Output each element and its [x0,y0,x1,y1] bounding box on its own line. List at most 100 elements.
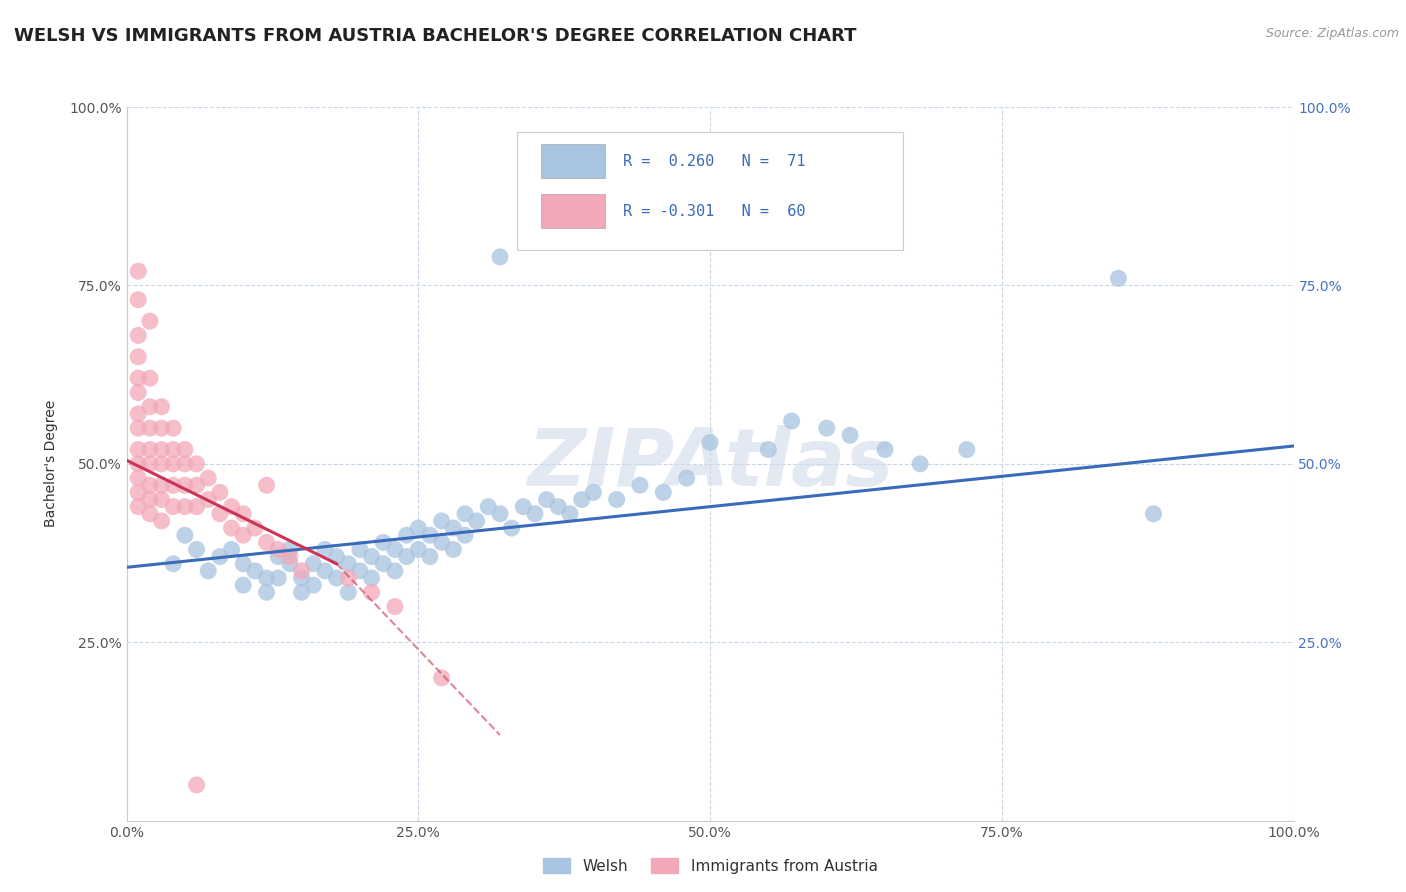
Text: R = -0.301   N =  60: R = -0.301 N = 60 [623,203,806,219]
Point [419,528,441,542]
Point [512,500,534,514]
Point [360,571,382,585]
Point [290,585,312,599]
Text: WELSH VS IMMIGRANTS FROM AUSTRIA BACHELOR'S DEGREE CORRELATION CHART: WELSH VS IMMIGRANTS FROM AUSTRIA BACHELO… [14,27,856,45]
Point [290,571,312,585]
Point [489,507,512,521]
Point [1142,507,1164,521]
Point [337,571,360,585]
Point [302,578,325,592]
Point [523,507,546,521]
Point [162,457,184,471]
Point [127,457,149,471]
Point [243,521,266,535]
Point [150,400,173,414]
FancyBboxPatch shape [541,194,605,228]
Point [267,549,290,564]
Point [150,457,173,471]
Point [547,500,569,514]
FancyBboxPatch shape [541,145,605,178]
Point [139,442,162,457]
Point [278,549,301,564]
Point [127,371,149,385]
Point [384,599,406,614]
Point [454,528,477,542]
Point [127,471,149,485]
Point [139,507,162,521]
Point [652,485,675,500]
Point [908,457,931,471]
Text: R =  0.260   N =  71: R = 0.260 N = 71 [623,153,806,169]
Point [197,492,219,507]
Point [675,471,697,485]
Point [325,549,347,564]
Point [558,507,581,521]
Point [384,542,406,557]
Point [174,500,197,514]
Point [430,671,453,685]
Point [221,542,243,557]
Point [150,514,173,528]
Point [186,478,208,492]
Text: ZIPAtlas: ZIPAtlas [527,425,893,503]
Point [278,557,301,571]
Point [501,521,523,535]
Point [208,485,231,500]
Point [278,542,301,557]
Point [419,549,441,564]
Point [373,535,395,549]
Point [756,442,779,457]
Point [956,442,979,457]
Point [197,564,219,578]
Point [221,500,243,514]
Point [162,500,184,514]
Point [290,564,312,578]
Point [162,557,184,571]
Point [150,442,173,457]
Point [127,328,149,343]
Point [430,535,453,549]
Point [150,492,173,507]
Text: Source: ZipAtlas.com: Source: ZipAtlas.com [1265,27,1399,40]
Point [232,507,254,521]
Point [232,557,254,571]
Point [267,542,290,557]
Point [875,442,897,457]
Point [186,500,208,514]
Point [489,250,512,264]
Point [628,478,651,492]
Point [127,293,149,307]
Point [536,492,558,507]
Point [780,414,803,428]
Point [139,478,162,492]
Point [256,571,278,585]
Point [325,571,347,585]
Legend: Welsh, Immigrants from Austria: Welsh, Immigrants from Austria [543,858,877,873]
Point [349,542,371,557]
Point [395,528,418,542]
Point [127,442,149,457]
Point [174,457,197,471]
Point [337,585,360,599]
Point [139,314,162,328]
Point [477,500,499,514]
Point [127,385,149,400]
Point [408,542,430,557]
Point [384,564,406,578]
Point [314,564,336,578]
Point [395,549,418,564]
Point [162,478,184,492]
Point [454,507,477,521]
Point [582,485,605,500]
Point [349,564,371,578]
Point [256,585,278,599]
Point [208,549,231,564]
Point [232,528,254,542]
Point [360,549,382,564]
Point [815,421,838,435]
Point [197,471,219,485]
Point [267,571,290,585]
FancyBboxPatch shape [517,132,903,250]
Point [465,514,488,528]
Point [127,264,149,278]
